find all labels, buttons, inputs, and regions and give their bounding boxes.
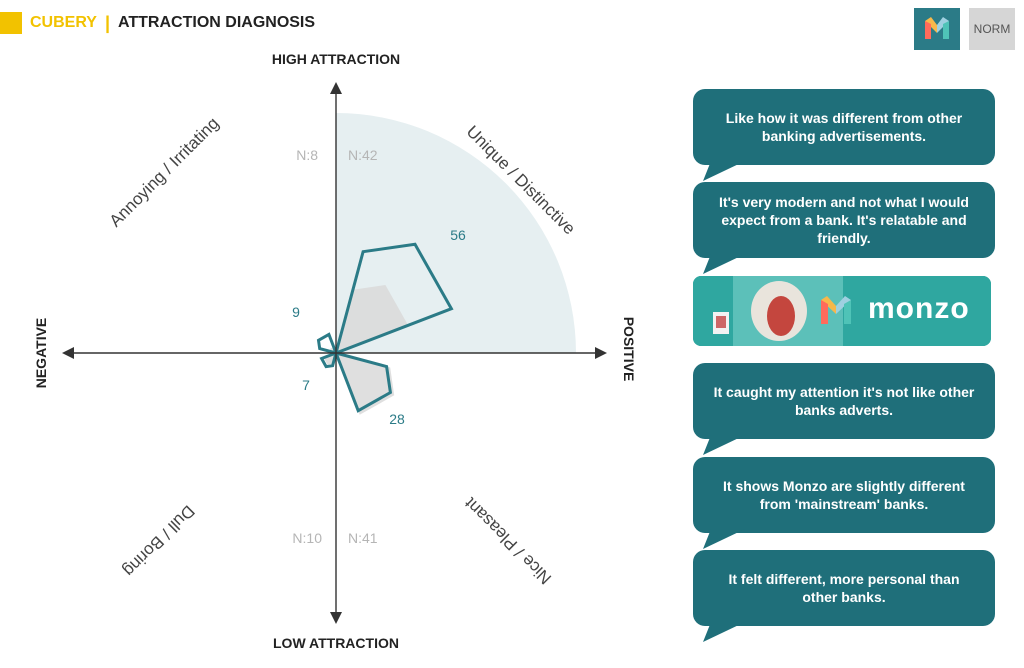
monzo-m-icon <box>925 17 949 39</box>
axes <box>62 82 607 624</box>
comment-bubble: Like how it was different from other ban… <box>693 89 995 181</box>
monzo-ad-banner: monzo <box>693 276 991 346</box>
arrow-down-icon <box>330 612 342 624</box>
quadrant-label-annoying: Annoying / Irritating <box>106 114 223 231</box>
header-separator: | <box>104 12 111 33</box>
speech-tail-icon <box>703 161 745 181</box>
brand-name: CUBERY <box>30 14 97 31</box>
attraction-radar-chart: HIGH ATTRACTION LOW ATTRACTION NEGATIVE … <box>33 51 637 651</box>
page-title: ATTRACTION DIAGNOSIS <box>118 14 316 31</box>
monzo-logo-button[interactable] <box>914 8 960 50</box>
quadrant-background <box>336 113 576 353</box>
axis-label-left: NEGATIVE <box>33 318 49 389</box>
comment-text: It's very modern and not what I would ex… <box>693 182 995 258</box>
quadrant-label-dull: Dull / Boring <box>119 501 198 580</box>
comment-bubble: It felt different, more personal than ot… <box>693 550 995 642</box>
header: CUBERY | ATTRACTION DIAGNOSIS <box>0 10 315 36</box>
series-petal-bottom-right <box>333 350 393 413</box>
speech-tail-icon <box>703 622 745 642</box>
chart-background <box>336 113 576 353</box>
axis-label-right: POSITIVE <box>621 317 637 382</box>
arrow-up-icon <box>330 82 342 94</box>
axis-label-bottom: LOW ATTRACTION <box>273 635 399 651</box>
speech-tail-icon <box>703 529 745 549</box>
comment-text: Like how it was different from other ban… <box>693 89 995 165</box>
series-petal-bottom-left <box>319 350 339 369</box>
speech-tail-icon <box>703 254 745 274</box>
brand-accent-bar <box>0 12 22 34</box>
sample-size-bottom-right: N:41 <box>348 530 378 546</box>
value-label-top-left: 9 <box>292 304 300 320</box>
banner-artwork <box>693 276 991 346</box>
series-petal-top-left <box>316 332 339 356</box>
comment-text: It shows Monzo are slightly different fr… <box>693 457 995 533</box>
norm-button[interactable]: NORM <box>969 8 1015 50</box>
arrow-left-icon <box>62 347 74 359</box>
norm-area-top-right <box>336 285 409 353</box>
arrow-right-icon <box>595 347 607 359</box>
sample-size-bottom-left: N:10 <box>292 530 322 546</box>
comment-bubble: It caught my attention it's not like oth… <box>693 363 995 455</box>
monzo-m-icon <box>821 296 851 324</box>
monzo-wordmark: monzo <box>868 292 970 325</box>
series-layer <box>316 242 454 413</box>
comment-text: It felt different, more personal than ot… <box>693 550 995 626</box>
sample-size-top-right: N:42 <box>348 147 378 163</box>
value-label-bottom-right: 28 <box>389 411 405 427</box>
comment-bubble: It's very modern and not what I would ex… <box>693 182 995 274</box>
comment-bubble: It shows Monzo are slightly different fr… <box>693 457 995 549</box>
series-petal-top-right <box>333 242 454 356</box>
value-label-bottom-left: 7 <box>302 377 310 393</box>
axis-label-top: HIGH ATTRACTION <box>272 51 400 67</box>
quadrant-label-nice: Nice / Pleasant <box>461 494 555 588</box>
speech-tail-icon <box>703 435 745 455</box>
comment-text: It caught my attention it's not like oth… <box>693 363 995 439</box>
value-label-top-right: 56 <box>450 227 466 243</box>
sample-size-top-left: N:8 <box>296 147 318 163</box>
